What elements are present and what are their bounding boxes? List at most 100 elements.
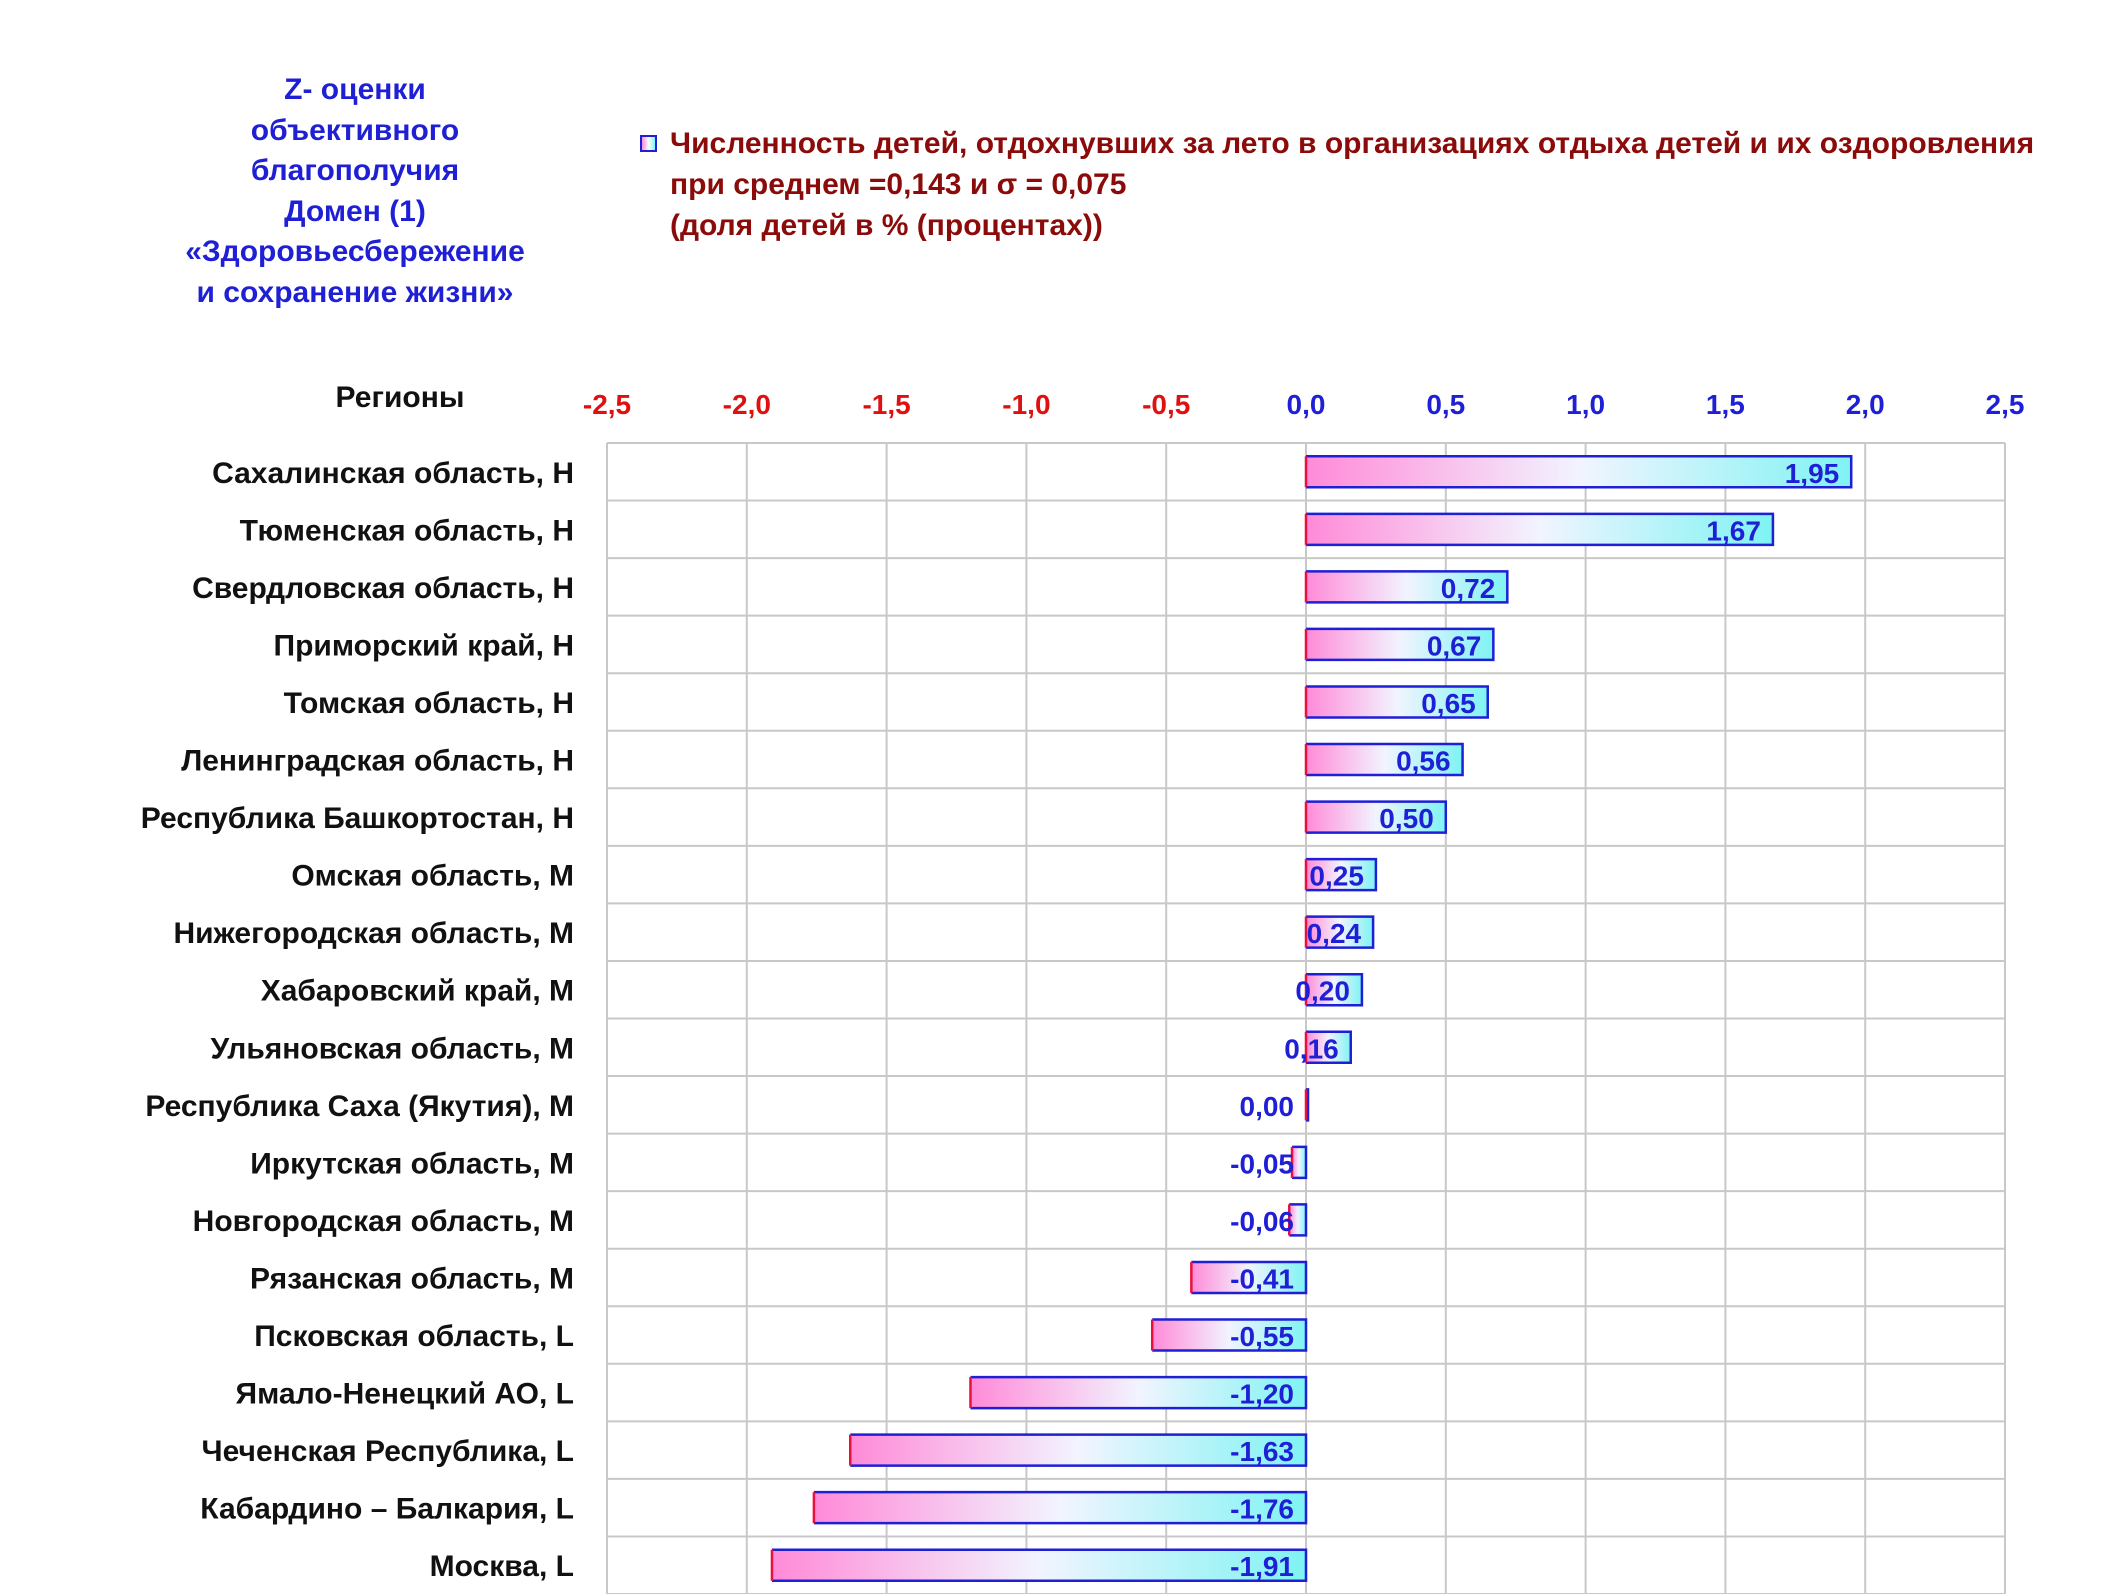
bar-value-label: 0,50 [1379, 803, 1434, 834]
bar-value-label: -0,06 [1230, 1206, 1294, 1237]
bar-outline [1306, 512, 1775, 547]
region-label: Ульяновская область, М [211, 1032, 574, 1065]
bar-outline [1306, 1030, 1352, 1065]
bar [850, 1434, 1306, 1466]
bar-value-label: -1,20 [1230, 1379, 1294, 1410]
chart-side-title: Z- оценки объективного благополучия Доме… [130, 70, 580, 313]
bar [970, 1377, 1306, 1409]
bar [1306, 686, 1488, 718]
side-title-line: и сохранение жизни» [196, 275, 514, 309]
region-label: Ямало-Ненецкий АО, L [236, 1378, 574, 1411]
bar [1292, 1146, 1306, 1178]
side-title-line: «Здоровьесбережение [185, 235, 525, 268]
bar-value-label: -1,91 [1230, 1551, 1294, 1582]
region-label: Сахалинская область, Н [212, 457, 574, 490]
region-label: Тюменская область, Н [240, 514, 574, 547]
bar-outline [771, 1548, 1308, 1582]
bar-value-label: -1,76 [1230, 1494, 1294, 1525]
bar-outline [1306, 742, 1464, 777]
bar [1306, 456, 1852, 488]
side-title-line: Домен (1) [284, 194, 426, 228]
region-label: Москва, L [430, 1550, 574, 1583]
bar [1289, 1204, 1306, 1236]
bar-outline [1306, 857, 1378, 892]
bar-value-label: 1,67 [1706, 515, 1761, 546]
x-tick-label: -2,0 [723, 389, 771, 420]
region-label: Новгородская область, М [193, 1205, 574, 1238]
bar-value-label: 0,16 [1284, 1033, 1339, 1064]
bar [1152, 1319, 1306, 1351]
bar-value-label: 0,72 [1441, 573, 1496, 604]
bar [1306, 1031, 1351, 1063]
bar-outline [813, 1490, 1308, 1525]
region-label: Иркутская область, М [250, 1147, 574, 1180]
side-title-line: благополучия [250, 154, 460, 187]
bar [771, 1549, 1306, 1581]
region-label: Приморский край, Н [274, 629, 575, 662]
bar-value-label: -0,55 [1230, 1321, 1294, 1352]
bar-outline [1306, 915, 1375, 949]
bar [1306, 513, 1773, 545]
bar-value-label: 0,00 [1240, 1091, 1295, 1122]
bar-value-label: 0,25 [1309, 861, 1364, 892]
bar-value-label: 0,20 [1295, 976, 1350, 1007]
bar-outline [1191, 1260, 1308, 1295]
x-tick-label: 0,0 [1287, 389, 1326, 420]
bar [1191, 1261, 1306, 1293]
region-label: Томская область, Н [284, 687, 574, 720]
side-title-line: Z- оценки [284, 73, 426, 106]
bar-outline [1152, 1318, 1308, 1352]
x-tick-label: -2,5 [583, 389, 631, 420]
bar-outline [1306, 455, 1853, 489]
legend-mean-sigma: при среднем =0,143 и σ = 0,075 [670, 168, 1127, 201]
x-tick-label: -0,5 [1142, 389, 1190, 420]
bar-outline [1306, 972, 1364, 1007]
bar-outline [1306, 570, 1509, 604]
category-axis-header: Регионы [336, 381, 465, 414]
bar-value-label: 1,95 [1785, 458, 1840, 489]
bar [1306, 628, 1494, 660]
region-label: Нижегородская область, М [173, 917, 574, 950]
x-tick-label: 2,5 [1986, 389, 2025, 420]
bar-value-label: 0,56 [1396, 746, 1451, 777]
bar [1306, 744, 1463, 776]
region-label: Свердловская область, Н [192, 572, 574, 605]
bar-value-label: -0,05 [1230, 1148, 1294, 1179]
region-label: Республика Башкортостан, Н [141, 802, 574, 835]
x-tick-label: 1,0 [1566, 389, 1605, 420]
bar-outline [1306, 685, 1489, 719]
bar [1306, 571, 1508, 603]
region-label: Псковская область, L [254, 1320, 574, 1353]
bar [813, 1492, 1306, 1524]
x-tick-label: 0,5 [1426, 389, 1465, 420]
x-tick-label: -1,5 [862, 389, 910, 420]
region-label: Республика Саха (Якутия), М [145, 1090, 574, 1123]
region-label: Кабардино – Балкария, L [200, 1493, 574, 1526]
bar-value-label: 0,24 [1307, 918, 1362, 949]
region-label: Рязанская область, М [250, 1262, 574, 1295]
bar-outline [970, 1375, 1308, 1410]
legend-units: (доля детей в % (процентах)) [670, 209, 1103, 242]
region-label: Чеченская Республика, L [202, 1435, 574, 1468]
bar [1306, 801, 1446, 833]
x-tick-label: 2,0 [1846, 389, 1885, 420]
bar [1306, 974, 1362, 1006]
bar-value-label: 0,67 [1427, 630, 1482, 661]
bar-outline [850, 1433, 1308, 1467]
bar-value-label: -1,63 [1230, 1436, 1294, 1467]
region-label: Ленинградская область, Н [181, 745, 574, 778]
side-title-line: объективного [250, 113, 460, 147]
legend-series-label: Численность детей, отдохнувших за лето в… [670, 127, 2035, 160]
x-tick-label: -1,0 [1002, 389, 1050, 420]
bar [1306, 859, 1376, 891]
region-label: Хабаровский край, М [261, 975, 574, 1008]
bar-outline [1292, 1145, 1308, 1180]
bar [1306, 916, 1374, 948]
x-tick-label: 1,5 [1706, 389, 1745, 420]
bar-outline [1289, 1203, 1308, 1237]
bar-value-label: -0,41 [1230, 1263, 1294, 1294]
bar-outline [1306, 627, 1495, 662]
legend-swatch [640, 135, 657, 152]
region-label: Омская область, М [291, 860, 574, 893]
